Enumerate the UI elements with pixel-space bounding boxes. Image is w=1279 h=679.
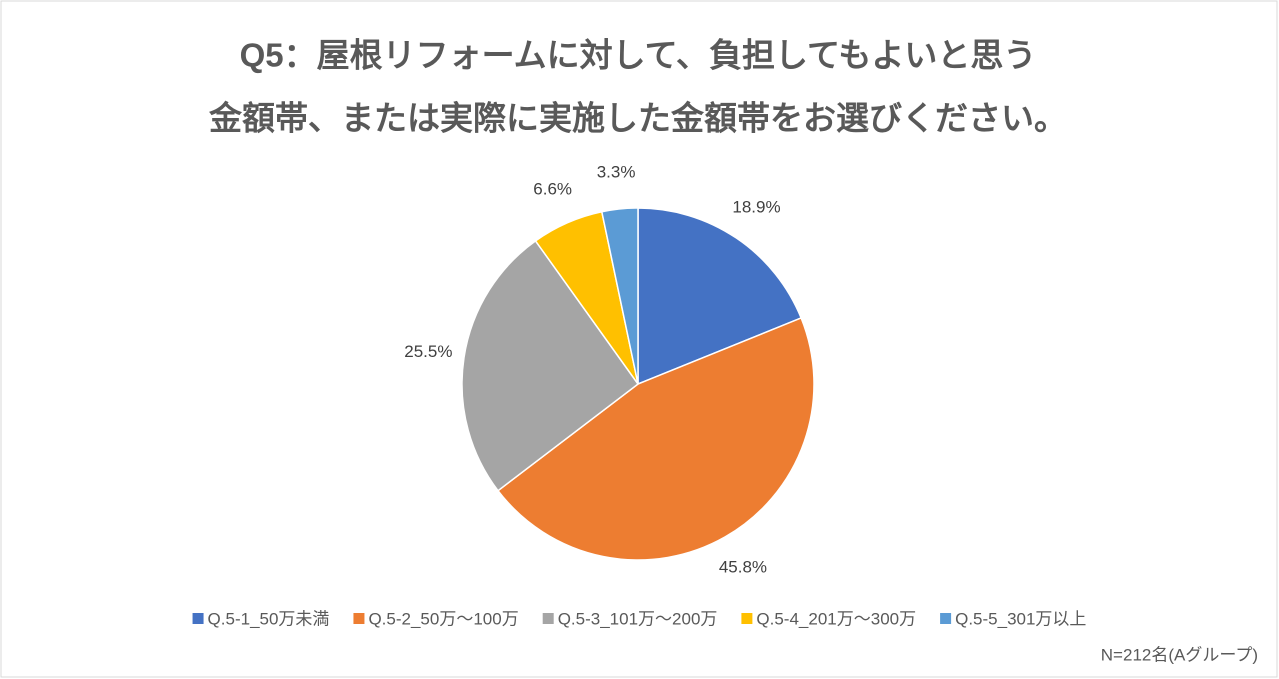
chart-title: Q5：屋根リフォームに対して、負担してもよいと思う	[240, 37, 1037, 74]
pie-slice	[496, 317, 815, 561]
legend-swatch	[542, 613, 554, 624]
legend-label: Q.5-3_101万～200万	[558, 609, 718, 628]
pie-slice	[637, 207, 803, 386]
legend-label: Q.5-4_201万～300万	[756, 609, 916, 628]
legend-label: Q.5-2_50万～100万	[368, 609, 518, 628]
data-label: 45.8%	[719, 558, 767, 577]
data-label: 18.9%	[732, 198, 780, 217]
chart-title: 金額帯、または実際に実施した金額帯をお選びください。	[208, 100, 1067, 137]
legend-swatch	[192, 613, 204, 624]
data-label: 25.5%	[404, 342, 452, 361]
pie-slice	[461, 239, 640, 492]
legend-swatch	[940, 613, 952, 624]
legend-label: Q.5-1_50万未満	[208, 609, 330, 628]
data-label: 3.3%	[597, 163, 636, 182]
legend: Q.5-1_50万未満 Q.5-2_50万～100万 Q.5-3_101万～200万…	[192, 609, 1086, 628]
legend-swatch	[353, 613, 365, 624]
note: N=212名(Aグループ)	[1101, 645, 1258, 664]
data-label: 6.6%	[533, 179, 572, 198]
pie-slice	[600, 207, 639, 385]
legend-swatch	[741, 613, 753, 624]
legend-label: Q.5-5_301万以上	[955, 609, 1086, 628]
